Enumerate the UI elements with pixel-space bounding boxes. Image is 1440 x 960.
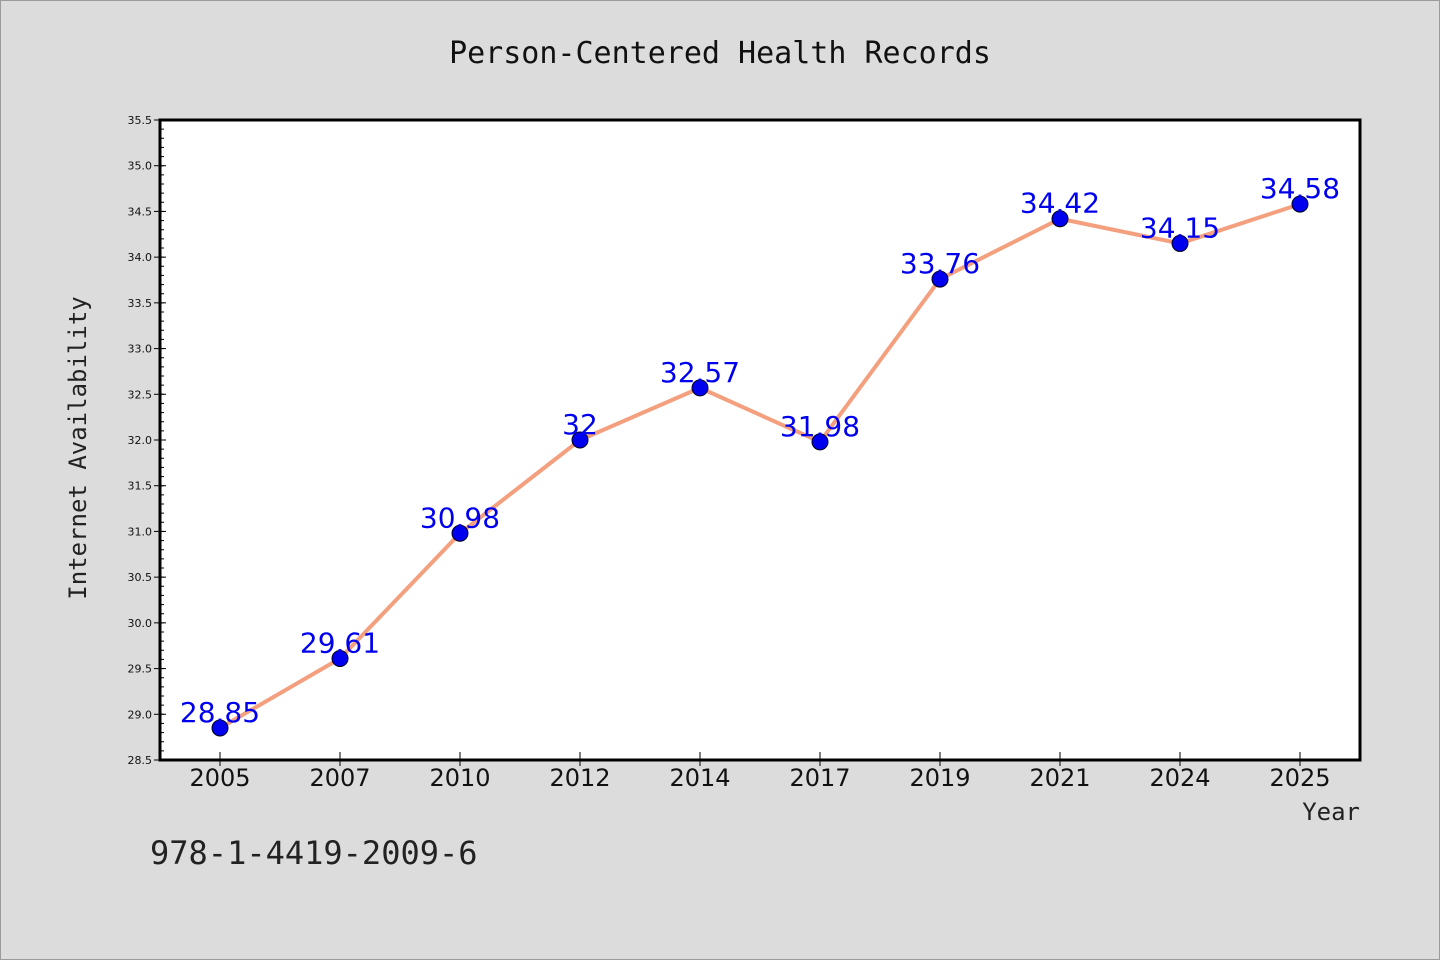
x-tick-label: 2014 — [669, 764, 730, 792]
x-tick-label: 2012 — [549, 764, 610, 792]
y-tick-label: 35.0 — [128, 160, 153, 173]
x-tick-label: 2017 — [789, 764, 850, 792]
y-tick-label: 34.0 — [128, 251, 153, 264]
data-point — [571, 431, 589, 449]
y-tick-label: 30.0 — [128, 617, 153, 630]
data-label: 30.98 — [420, 501, 500, 534]
data-label: 32.57 — [660, 356, 740, 389]
x-tick-label: 2010 — [429, 764, 490, 792]
y-tick-label: 31.5 — [128, 480, 153, 493]
footer-code: 978-1-4419-2009-6 — [150, 834, 478, 872]
x-tick-label: 2024 — [1149, 764, 1210, 792]
data-label: 33.76 — [900, 247, 980, 280]
data-labels: 28.85 29.61 30.98 32 32.57 31.98 33.76 34.42 34.… — [180, 172, 1340, 729]
x-tick-label: 2019 — [909, 764, 970, 792]
y-tick-label: 35.5 — [128, 114, 153, 127]
y-tick-label: 33.0 — [128, 343, 153, 356]
x-tick-label: 2005 — [189, 764, 250, 792]
x-axis: 2005 2007 2010 2012 2014 2017 2019 2021 2024 2025 — [189, 752, 1331, 792]
y-axis-label: Internet Availability — [64, 296, 92, 599]
y-tick-label: 32.0 — [128, 434, 153, 447]
x-tick-label: 2025 — [1269, 764, 1330, 792]
data-label: 31.98 — [780, 410, 860, 443]
data-point — [691, 379, 709, 397]
y-tick-label: 32.5 — [128, 388, 153, 401]
plot-area — [158, 118, 1362, 762]
data-label: 34.58 — [1260, 172, 1340, 205]
y-axis: 28.5 29.0 29.5 30.0 30.5 31.0 31.5 32.0 32.5 33.0… — [128, 114, 166, 767]
x-tick-label: 2007 — [309, 764, 370, 792]
y-tick-label: 28.5 — [128, 754, 153, 767]
data-label: 28.85 — [180, 696, 260, 729]
data-label: 29.61 — [300, 627, 380, 660]
data-point — [1171, 234, 1189, 252]
y-tick-label: 30.5 — [128, 571, 153, 584]
series-markers — [211, 195, 1309, 737]
chart-title: Person-Centered Health Records — [449, 36, 991, 71]
x-axis-label: Year — [1302, 798, 1360, 826]
data-point — [931, 270, 949, 288]
data-point — [1291, 195, 1309, 213]
data-point — [451, 524, 469, 542]
y-tick-label: 34.5 — [128, 205, 153, 218]
y-tick-label: 29.5 — [128, 663, 153, 676]
data-point — [1051, 210, 1069, 228]
data-label: 32 — [562, 408, 598, 441]
data-point — [811, 433, 829, 451]
data-label: 34.15 — [1140, 211, 1220, 244]
y-tick-label: 33.5 — [128, 297, 153, 310]
data-point — [331, 650, 349, 668]
data-label: 34.42 — [1020, 187, 1100, 220]
data-point — [211, 719, 229, 737]
x-tick-label: 2021 — [1029, 764, 1090, 792]
series-line — [218, 202, 1301, 730]
y-tick-label: 29.0 — [128, 708, 153, 721]
y-tick-label: 31.0 — [128, 525, 153, 538]
